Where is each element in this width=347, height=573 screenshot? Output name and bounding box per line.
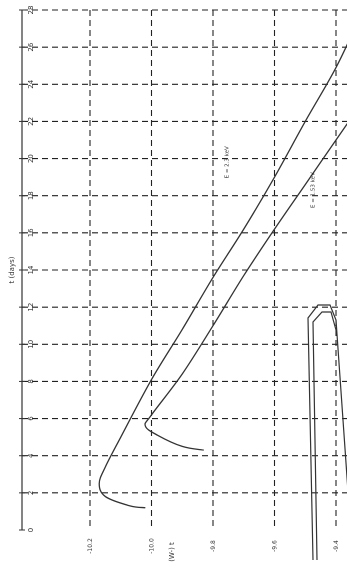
y-tick-label-0: 0 bbox=[27, 528, 35, 532]
curves: E = 2.3 keV E = 1.53 keV bbox=[98, 43, 347, 509]
y-tick-label-7: 14 bbox=[27, 265, 35, 274]
y-tick-label-12: 24 bbox=[27, 79, 35, 88]
y-tick-label-14: 28 bbox=[27, 6, 35, 15]
series-label-1: E = 1.53 keV bbox=[310, 172, 316, 208]
series-line-0 bbox=[98, 43, 347, 509]
x-tick-label-3: -9.6 bbox=[272, 540, 279, 552]
x-tick-label-0: -10.2 bbox=[87, 538, 94, 554]
series-label-0: E = 2.3 keV bbox=[224, 146, 230, 178]
y-axis-title: t (days) bbox=[8, 256, 16, 283]
y-tick-label-13: 26 bbox=[27, 42, 35, 51]
y-tick-label-11: 22 bbox=[27, 117, 35, 126]
inset-frame bbox=[307, 304, 347, 561]
y-tick-label-1: 2 bbox=[27, 491, 35, 495]
x-tick-label-4: -9.4 bbox=[333, 540, 340, 552]
x-tick-labels: -10.2-10.0-9.8-9.6-9.4-9.2 bbox=[87, 538, 340, 554]
y-tick-label-4: 8 bbox=[27, 379, 35, 383]
x-tick-label-2: -9.8 bbox=[210, 540, 217, 552]
x-axis-title: (W-) t bbox=[168, 542, 176, 562]
y-tick-label-8: 16 bbox=[27, 228, 35, 237]
y-tick-label-9: 18 bbox=[27, 191, 35, 200]
y-tick-label-6: 12 bbox=[27, 303, 35, 312]
y-tick-label-5: 10 bbox=[27, 340, 35, 349]
y-tick-label-3: 6 bbox=[27, 416, 35, 421]
y-tick-label-2: 4 bbox=[27, 453, 35, 458]
grid-lines bbox=[19, 9, 347, 531]
y-tick-label-10: 20 bbox=[27, 154, 35, 163]
series-line-1 bbox=[144, 122, 347, 451]
x-tick-label-1: -10.0 bbox=[149, 538, 156, 554]
inset-frame-inner bbox=[312, 311, 337, 561]
